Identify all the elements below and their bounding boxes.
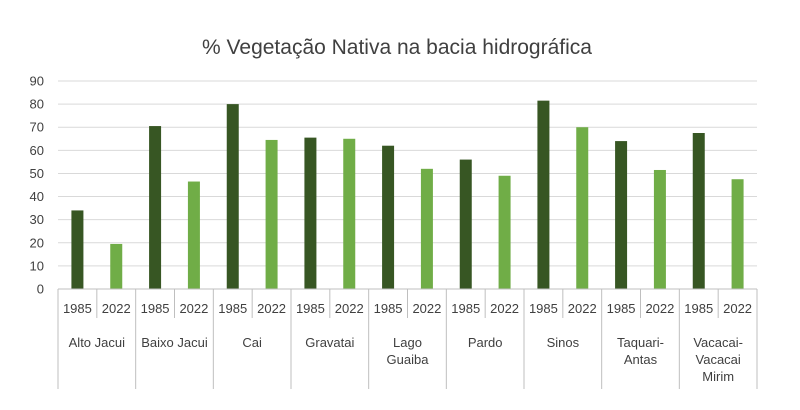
- year-label: 1985: [607, 301, 636, 316]
- bar-1985: [459, 159, 472, 289]
- bar-2022: [420, 168, 433, 289]
- gridlines: [58, 80, 757, 267]
- year-label: 2022: [179, 301, 208, 316]
- bar-2022: [576, 127, 589, 289]
- year-label: 2022: [335, 301, 364, 316]
- bar-1985: [304, 137, 317, 289]
- category-label: Cai: [242, 335, 262, 350]
- bar-1985: [692, 133, 705, 289]
- category-label: Vacacai-: [693, 335, 743, 350]
- bar-2022: [343, 138, 356, 289]
- bar-2022: [498, 175, 511, 289]
- year-label: 1985: [451, 301, 480, 316]
- category-label: Guaiba: [387, 352, 430, 367]
- y-tick-label: 80: [30, 97, 44, 112]
- bar-1985: [226, 104, 239, 289]
- bar-2022: [265, 139, 278, 289]
- y-tick-label: 90: [30, 74, 44, 89]
- category-label: Vacacai: [696, 352, 741, 367]
- year-label: 2022: [723, 301, 752, 316]
- bar-2022: [653, 169, 666, 289]
- y-tick-label: 10: [30, 258, 44, 273]
- year-label: 1985: [684, 301, 713, 316]
- year-label: 2022: [568, 301, 597, 316]
- bar-2022: [110, 243, 123, 289]
- category-label: Alto Jacui: [69, 335, 125, 350]
- year-label: 2022: [412, 301, 441, 316]
- bar-1985: [149, 126, 162, 289]
- bar-2022: [731, 179, 744, 289]
- y-tick-label: 40: [30, 189, 44, 204]
- category-label: Antas: [624, 352, 658, 367]
- category-label: Mirim: [702, 369, 734, 384]
- y-tick-label: 50: [30, 166, 44, 181]
- year-label: 1985: [296, 301, 325, 316]
- y-tick-label: 70: [30, 120, 44, 135]
- year-label: 1985: [374, 301, 403, 316]
- category-label: Gravatai: [305, 335, 354, 350]
- category-label: Sinos: [547, 335, 580, 350]
- y-tick-label: 30: [30, 212, 44, 227]
- bars: [71, 100, 744, 290]
- bar-1985: [615, 141, 628, 289]
- year-label: 1985: [141, 301, 170, 316]
- category-axis: 1985 2022 Alto Jacui 1985 2022 Baixo Jacui 198…: [57, 288, 758, 389]
- year-label: 1985: [63, 301, 92, 316]
- y-tick-label: 0: [37, 282, 44, 297]
- year-label: 1985: [529, 301, 558, 316]
- chart-title: % Vegetação Nativa na bacia hidrográfica: [202, 36, 592, 59]
- y-tick-label: 60: [30, 143, 44, 158]
- bar-2022: [187, 181, 200, 289]
- year-label: 2022: [645, 301, 674, 316]
- bar-1985: [71, 210, 84, 289]
- bar-1985: [382, 145, 395, 289]
- year-label: 2022: [102, 301, 131, 316]
- category-label: Taquari-: [617, 335, 664, 350]
- y-axis-tick-labels: 0 10 20 30 40 50 60 70 80 90: [30, 74, 44, 297]
- category-label: Pardo: [468, 335, 503, 350]
- bar-1985: [537, 100, 550, 290]
- y-tick-label: 20: [30, 235, 44, 250]
- category-label: Baixo Jacui: [141, 335, 208, 350]
- year-label: 2022: [490, 301, 519, 316]
- year-label: 1985: [218, 301, 247, 316]
- category-label: Lago: [393, 335, 422, 350]
- year-label: 2022: [257, 301, 286, 316]
